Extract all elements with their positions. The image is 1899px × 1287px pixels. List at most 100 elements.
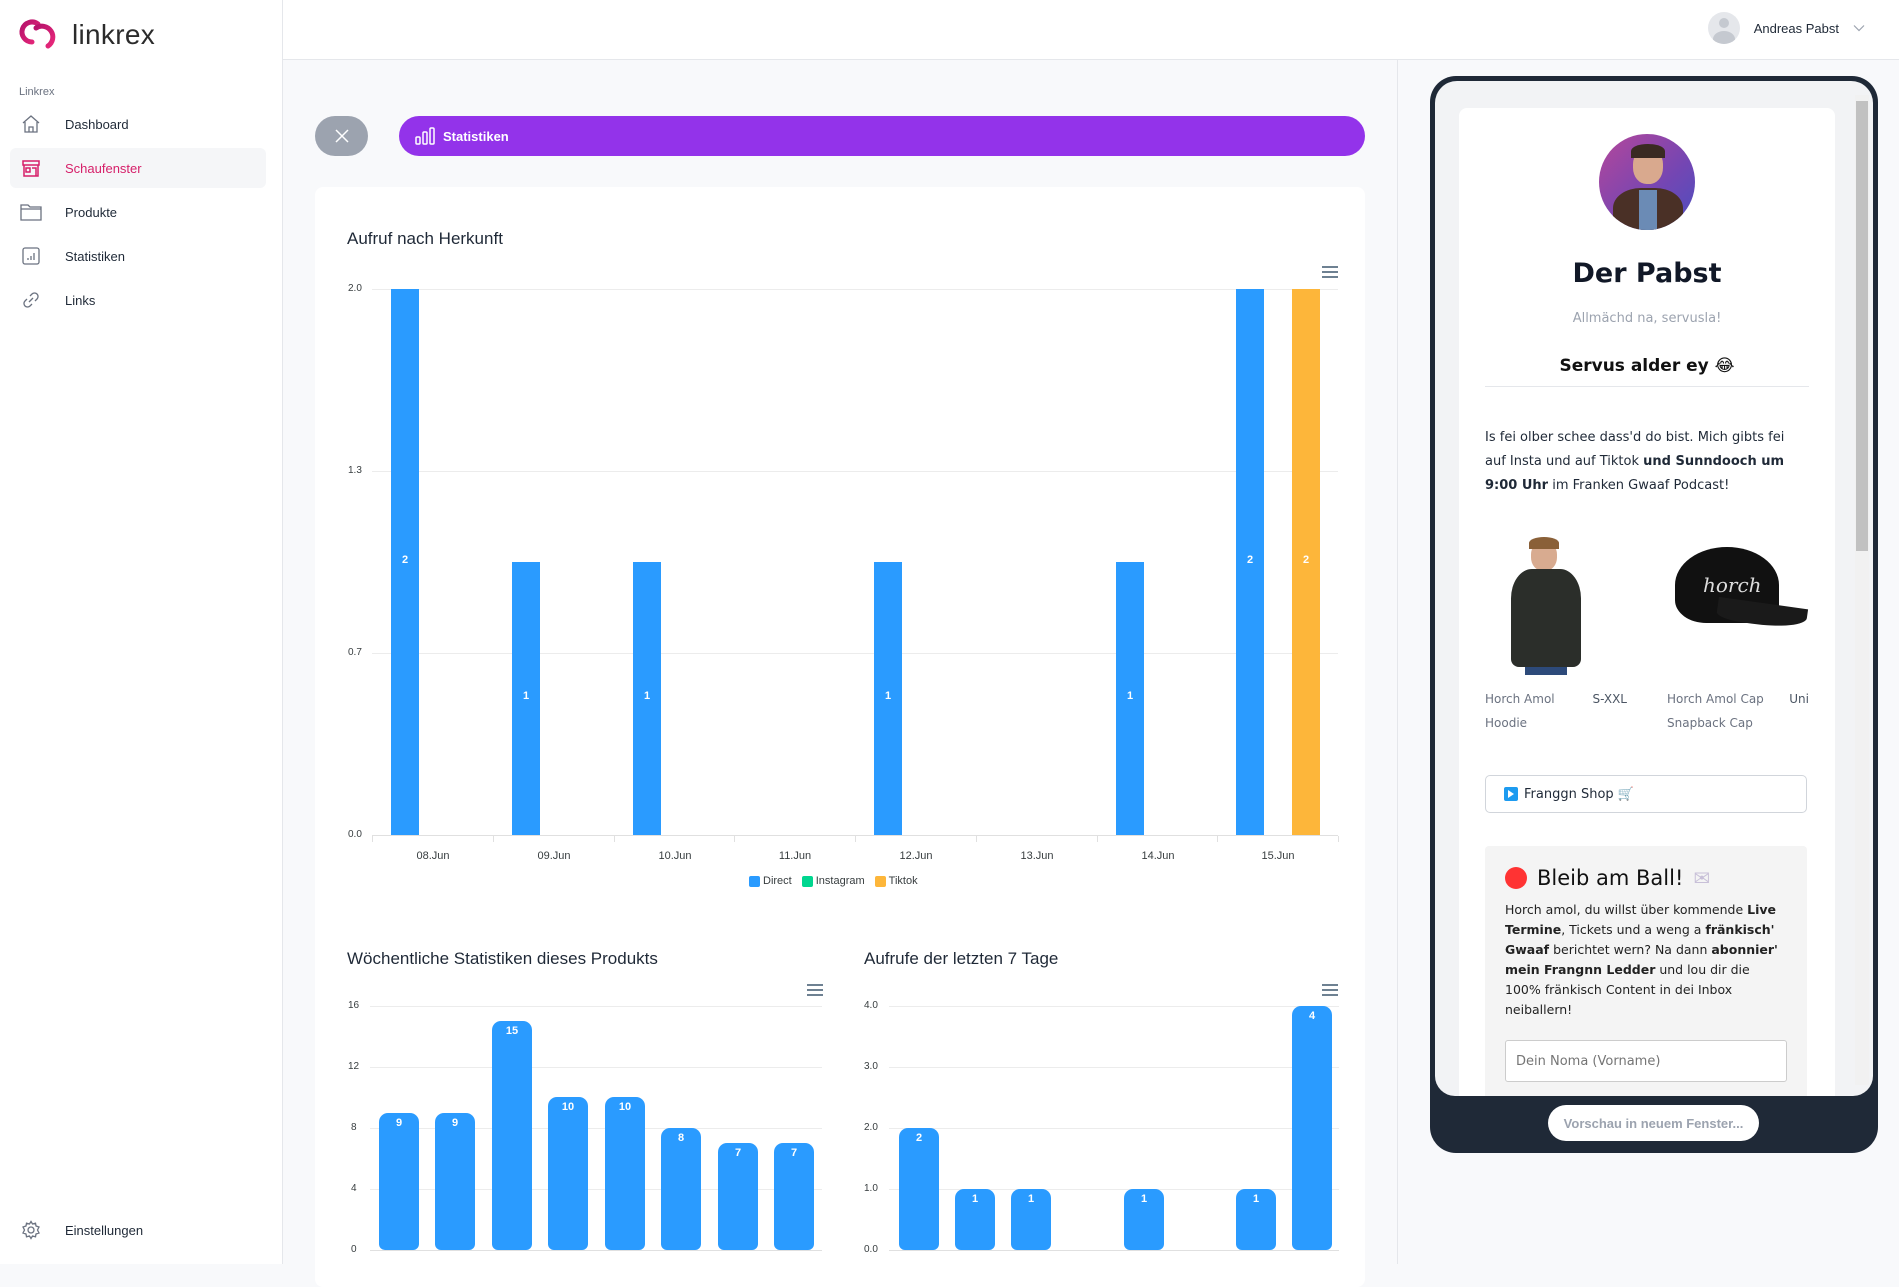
profile-subtitle: Allmächd na, servusla!	[1572, 311, 1722, 326]
sidebar-item-einstellungen[interactable]: Einstellungen	[10, 1210, 266, 1250]
user-menu[interactable]: Andreas Pabst	[1707, 12, 1865, 44]
sidebar-item-links[interactable]: Links	[10, 280, 266, 320]
sidebar-item-label: Einstellungen	[65, 1222, 144, 1238]
product-image-cap: horch	[1667, 533, 1809, 675]
bar-week-6[interactable]: 8	[661, 1128, 701, 1250]
bar-label: 1	[1140, 1193, 1148, 1205]
legend-item-tiktok[interactable]: Tiktok	[874, 875, 918, 887]
bar-day-3[interactable]: 1	[1011, 1189, 1051, 1250]
chart-menu-icon[interactable]	[1322, 266, 1338, 278]
bar-day-2[interactable]: 1	[955, 1189, 995, 1250]
bar-label: 2	[401, 554, 409, 566]
gridline	[889, 1189, 1339, 1190]
x-axis	[889, 1250, 1339, 1251]
close-icon	[334, 129, 349, 143]
shop-button-label: Franggn Shop 🛒	[1524, 786, 1634, 802]
bar-direct-12jun[interactable]: 1	[874, 562, 902, 835]
bar-label: 7	[790, 1147, 798, 1159]
bar-direct-09jun[interactable]: 1	[512, 562, 540, 835]
sidebar-nav: Dashboard Schaufenster Produkte Statisti…	[10, 104, 266, 324]
chart-title: Wöchentliche Statistiken dieses Produkts	[347, 949, 658, 968]
preview-scrollbar[interactable]	[1855, 95, 1869, 1085]
product-card[interactable]: horch Horch Amol Cap Snapback Cap Uni	[1667, 533, 1809, 735]
y-tick: 4.0	[864, 1000, 878, 1011]
bar-day-8[interactable]: 4	[1292, 1006, 1332, 1250]
bar-direct-08jun[interactable]: 2	[391, 289, 419, 835]
red-circle-icon	[1505, 867, 1527, 889]
bar-week-7[interactable]: 7	[718, 1143, 758, 1250]
bar-label: 1	[1252, 1193, 1260, 1205]
y-tick: 0	[351, 1244, 357, 1255]
x-label: 12.Jun	[899, 850, 933, 862]
bar-label: 8	[677, 1132, 685, 1144]
x-tick	[1097, 836, 1098, 842]
x-tick	[493, 836, 494, 842]
sidebar-item-schaufenster[interactable]: Schaufenster	[10, 148, 266, 188]
chart-menu-icon[interactable]	[1322, 984, 1338, 996]
legend-label: Direct	[763, 875, 792, 887]
bar-direct-14jun[interactable]: 1	[1116, 562, 1144, 835]
nl-part: Horch amol, du willst über kommende	[1505, 902, 1748, 917]
x-axis	[370, 1250, 822, 1251]
bar-day-7[interactable]: 1	[1236, 1189, 1276, 1250]
y-tick: 12	[348, 1061, 360, 1072]
bar-direct-10jun[interactable]: 1	[633, 562, 661, 835]
storefront-page: Der Pabst Allmächd na, servusla! Servus …	[1459, 108, 1835, 1096]
scrollbar-thumb[interactable]	[1856, 101, 1868, 551]
legend-label: Instagram	[815, 875, 865, 887]
bar-tiktok-15jun[interactable]: 2	[1292, 289, 1320, 835]
bar-week-5[interactable]: 10	[605, 1097, 645, 1250]
y-tick: 2.0	[348, 283, 362, 294]
y-tick: 0.0	[864, 1244, 878, 1255]
legend-item-direct[interactable]: Direct	[749, 875, 792, 887]
bar-day-1[interactable]: 2	[899, 1128, 939, 1250]
bar-label: 1	[971, 1193, 979, 1205]
newsletter-box: Bleib am Ball! ✉ Horch amol, du willst üb…	[1485, 846, 1807, 1096]
gridline	[370, 1067, 822, 1068]
legend-item-instagram[interactable]: Instagram	[801, 875, 865, 887]
sidebar-item-statistiken[interactable]: Statistiken	[10, 236, 266, 276]
open-preview-button[interactable]: Vorschau in neuem Fenster...	[1548, 1105, 1759, 1141]
gridline	[372, 289, 1338, 290]
bar-week-2[interactable]: 9	[435, 1113, 475, 1250]
y-tick: 4	[351, 1183, 357, 1194]
sidebar-item-produkte[interactable]: Produkte	[10, 192, 266, 232]
gridline	[889, 1006, 1339, 1007]
sidebar-item-dashboard[interactable]: Dashboard	[10, 104, 266, 144]
shop-link-button[interactable]: Franggn Shop 🛒	[1485, 775, 1807, 813]
product-grid: Horch Amol Hoodie S-XXL horch Horch Amol …	[1485, 533, 1809, 735]
bar-day-5[interactable]: 1	[1124, 1189, 1164, 1250]
phone-screen[interactable]: Der Pabst Allmächd na, servusla! Servus …	[1435, 81, 1873, 1096]
first-name-input[interactable]	[1505, 1040, 1787, 1082]
chart-title: Aufruf nach Herkunft	[347, 229, 503, 248]
bar-label: 1	[522, 690, 530, 702]
logo[interactable]: linkrex	[18, 18, 155, 52]
gridline	[370, 1006, 822, 1007]
bar-label: 2	[1302, 554, 1310, 566]
bar-week-8[interactable]: 7	[774, 1143, 814, 1250]
bar-label: 4	[1308, 1010, 1316, 1022]
y-tick: 1.3	[348, 465, 362, 476]
bio-part: im Franken Gwaaf Podcast!	[1548, 478, 1730, 493]
chart-legend: Direct Instagram Tiktok	[749, 875, 918, 887]
nl-bold: abonnier' mein Frangnn Ledder	[1505, 942, 1778, 977]
close-button[interactable]	[315, 116, 368, 156]
bar-direct-15jun[interactable]: 2	[1236, 289, 1264, 835]
gridline	[370, 1128, 822, 1129]
chart-menu-icon[interactable]	[807, 984, 823, 996]
sidebar-item-label: Schaufenster	[65, 160, 142, 176]
tab-statistiken[interactable]: Statistiken	[399, 116, 1365, 156]
x-label: 08.Jun	[416, 850, 450, 862]
x-axis	[372, 835, 1338, 836]
sidebar-item-label: Statistiken	[65, 248, 125, 264]
bar-week-4[interactable]: 10	[548, 1097, 588, 1250]
bar-week-1[interactable]: 9	[379, 1113, 419, 1250]
linkrex-logo-icon	[19, 19, 56, 49]
product-card[interactable]: Horch Amol Hoodie S-XXL	[1485, 533, 1627, 735]
bio-text: Is fei olber schee dass'd do bist. Mich …	[1485, 426, 1809, 498]
bar-week-3[interactable]: 15	[492, 1021, 532, 1250]
x-tick	[1217, 836, 1218, 842]
nl-bold: fränkisch' Gwaaf	[1505, 922, 1775, 957]
bar-label: 9	[395, 1117, 403, 1129]
avatar	[1707, 12, 1740, 44]
